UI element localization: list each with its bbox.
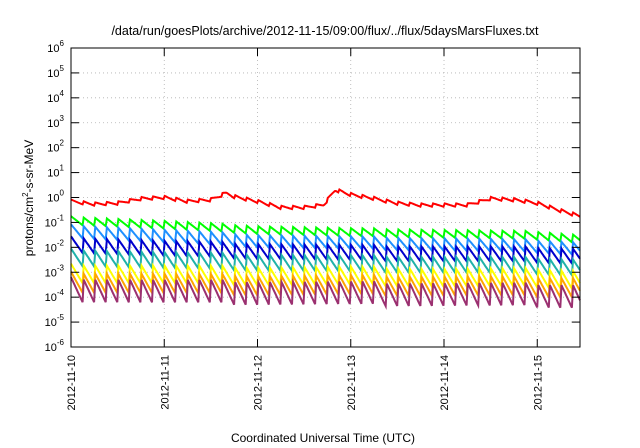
- y-tick-label: 104: [47, 89, 64, 105]
- y-tick-label: 10-1: [45, 213, 65, 229]
- chart-title: /data/run/goesPlots/archive/2012-11-15/0…: [111, 24, 539, 38]
- y-axis-label: protons/cm2-s-sr-MeV: [21, 140, 36, 256]
- x-tick-label: 2012-11-10: [66, 355, 78, 410]
- series-line-6: [70, 262, 581, 292]
- series-layer: [70, 188, 581, 310]
- series-line-2: [70, 215, 581, 244]
- y-label-sup: 2: [21, 192, 30, 197]
- y-tick-label: 10-5: [45, 313, 65, 329]
- y-tick-label: 10-2: [45, 238, 65, 254]
- y-tick-label: 105: [47, 64, 64, 80]
- x-tick-label: 2012-11-12: [253, 355, 265, 410]
- x-tick-labels: 2012-11-10 2012-11-11 2012-11-12 2012-11-13…: [66, 355, 544, 410]
- series-line-1: [70, 188, 581, 218]
- y-tick-labels: 106 105 104 103 102 101 100 10-1 10-2 10-3 10-4 10-…: [45, 39, 65, 354]
- x-tick-label: 2012-11-14: [439, 355, 451, 410]
- y-tick-label: 106: [47, 39, 64, 55]
- y-label-rest: -s-sr-MeV: [22, 140, 36, 193]
- series-line-7: [70, 270, 581, 301]
- x-tick-label: 2012-11-13: [346, 355, 358, 410]
- y-tick-label: 100: [47, 189, 64, 205]
- series-line-8: [70, 276, 581, 310]
- y-tick-label: 10-4: [45, 288, 65, 304]
- series-line-5: [70, 247, 581, 278]
- y-tick-label: 10-3: [45, 263, 65, 279]
- x-axis-label: Coordinated Universal Time (UTC): [231, 431, 415, 445]
- y-tick-label: 101: [47, 164, 64, 180]
- series-line-4: [70, 235, 581, 267]
- x-tick-label: 2012-11-11: [159, 355, 171, 410]
- y-tick-label: 102: [47, 139, 64, 155]
- x-tick-label: 2012-11-15: [532, 355, 544, 410]
- series-line-3: [70, 223, 581, 257]
- tick-marks: [70, 47, 580, 348]
- y-label-base: protons/cm: [22, 197, 36, 256]
- y-tick-label: 103: [47, 114, 64, 130]
- y-tick-label: 10-6: [45, 338, 65, 354]
